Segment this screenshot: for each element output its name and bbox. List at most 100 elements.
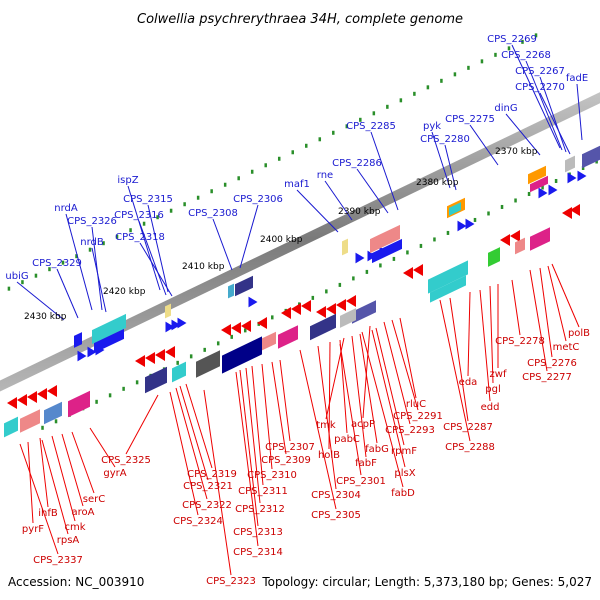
gene-label: CPS_2301 [336,476,386,487]
gene-features [4,145,600,438]
leader-line [65,213,93,311]
gene-label: tmk [316,420,336,431]
gene-label: rluC [406,399,426,410]
reverse-gene-arrow [37,388,47,400]
leader-line [251,365,264,486]
leader-line [138,220,167,296]
gene-tile-reverse [352,300,376,324]
gene-tile-reverse [488,247,500,267]
reverse-gene-arrow [221,324,231,336]
gene-label: ispZ [117,175,138,186]
tick-dot-outer [115,234,119,239]
leader-line [551,263,580,328]
tick-dot-inner [554,178,558,183]
gene-label: CPS_2310 [247,470,297,481]
reverse-gene-arrow [316,306,326,318]
tick-dot-outer [237,176,240,181]
tick-dot-outer [102,241,105,246]
tick-dot-outer [75,254,78,259]
tick-dot-outer [359,117,362,122]
tick-dot-inner [595,159,598,164]
reverse-gene-arrow [17,394,27,406]
gene-tile-reverse [340,308,356,328]
reverse-gene-arrow [281,307,291,319]
leader-line [239,204,259,269]
reverse-gene-arrow [7,397,17,409]
leader-line [511,44,561,149]
gene-label: fabD [391,488,415,499]
gene-label: CPS_2318 [115,232,165,243]
gene-tile-reverse [530,227,550,251]
leader-line [61,433,84,507]
topology-label: Topology: circular; Length: 5,373,180 bp… [261,575,592,589]
tick-dot-inner [135,380,139,385]
gene-label: CPS_2288 [445,442,495,453]
leader-line [479,289,491,402]
gene-label: CPS_2285 [346,121,396,132]
leader-line [299,349,337,510]
gene-label: maf1 [284,179,310,190]
reverse-gene-arrow [155,349,165,361]
gene-label: CPS_2293 [385,425,435,436]
leader-line [127,185,161,291]
tick-dot-outer [413,91,416,96]
reverse-gene-arrow [346,295,356,307]
leader-line [351,335,367,458]
gene-label: pabC [334,434,360,445]
gene-label: gyrA [103,468,126,479]
leader-line [51,435,76,522]
reverse-gene-arrow [510,230,520,242]
leader-line [539,92,571,155]
gene-tile-forward [530,175,548,193]
tick-dot-outer [534,33,538,38]
gene-label: ihfB [38,508,58,519]
tick-dot-inner [41,425,44,430]
reverse-gene-arrow [403,267,413,279]
tick-dot-outer [507,46,511,51]
leader-line [362,325,371,419]
tick-dot-outer [345,124,349,129]
gene-tile-forward [92,313,126,345]
gene-tile-reverse [278,325,298,349]
forward-gene-arrow [177,317,187,329]
gene-label: ubiG [5,271,28,282]
tick-dot-inner [54,419,58,424]
leader-line [391,319,419,411]
gene-label: CPS_2314 [233,547,283,558]
kbp-label: 2370 kbp [495,147,538,157]
leader-line [91,226,103,311]
gene-tile-forward [342,238,348,256]
reverse-gene-arrow [241,320,251,332]
leader-line [361,331,404,488]
tick-dot-outer [250,169,254,174]
kbp-label: 2420 kbp [103,287,146,297]
gene-label: CPS_2287 [443,422,493,433]
gene-label: CPS_2269 [487,34,537,45]
tick-dot-outer [169,208,173,213]
tick-dot-outer [453,72,457,77]
forward-gene-arrow [165,321,175,333]
leader-line [239,369,259,527]
leader-line [139,242,173,297]
leader-line [449,297,469,422]
leader-line [39,437,49,508]
gene-label: pyrF [22,524,44,535]
gene-label: CPS_2286 [332,158,382,169]
tick-dot-outer [426,85,430,90]
gene-label: CPS_2316 [114,210,164,221]
gene-label: CPS_2307 [265,442,315,453]
leader-line [324,180,353,221]
accession-label: Accession: NC_003910 [8,575,144,589]
tick-dot-inner [203,347,206,352]
kbp-tick-labels: 2370 kbp 2380 kbp 2390 kbp 2400 kbp 2410 kbp… [24,147,538,322]
leader-line [431,131,451,189]
tick-dot-inner [406,250,409,255]
tick-dot-inner [189,354,193,359]
forward-gene-arrow [457,220,467,232]
reverse-gene-arrow [301,300,311,312]
tick-dot-inner [500,204,504,209]
tick-dot-outer [521,39,524,44]
reverse-gene-arrow [27,391,37,403]
tick-dot-outer [386,104,389,109]
